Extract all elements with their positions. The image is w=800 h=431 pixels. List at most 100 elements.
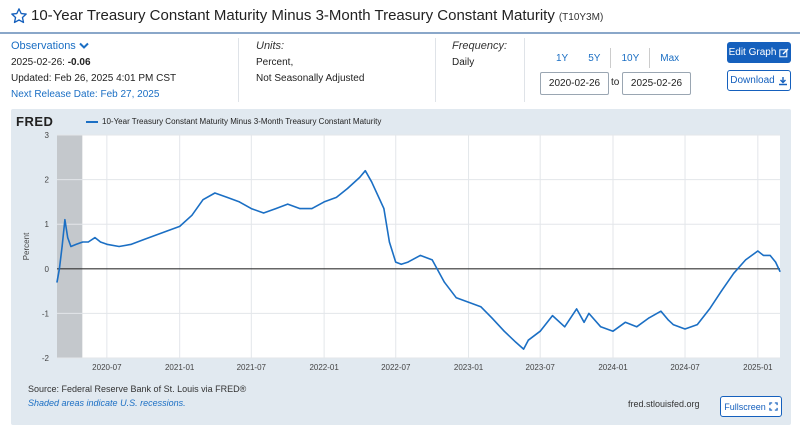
date-range-buttons: 1Y 5Y 10Y Max <box>546 48 689 68</box>
recession-note: Shaded areas indicate U.S. recessions. <box>28 398 186 408</box>
data-point <box>551 315 554 317</box>
page-header: 10-Year Treasury Constant Maturity Minus… <box>0 0 800 34</box>
download-button[interactable]: Download <box>727 70 791 91</box>
range-1y-button[interactable]: 1Y <box>556 52 569 64</box>
range-10y-button[interactable]: 10Y <box>621 52 640 64</box>
x-tick-label: 2023-01 <box>454 363 484 372</box>
data-point <box>757 250 759 252</box>
frequency-value: Daily <box>452 57 475 68</box>
y-tick-label: 1 <box>45 220 50 229</box>
data-point <box>779 270 781 273</box>
fullscreen-label: Fullscreen <box>724 401 766 412</box>
data-point <box>323 201 325 203</box>
data-point <box>191 214 193 216</box>
data-point <box>762 254 764 257</box>
data-point <box>299 207 301 210</box>
data-point <box>64 219 66 221</box>
y-axis-label: Percent <box>22 232 31 260</box>
start-date-input[interactable]: 2020-02-26 <box>540 72 609 95</box>
divider <box>238 38 239 102</box>
data-point <box>600 326 602 328</box>
data-point <box>708 308 711 310</box>
legend-label: 10-Year Treasury Constant Maturity Minus… <box>102 117 382 126</box>
x-tick-label: 2022-07 <box>381 363 411 372</box>
data-point <box>202 199 204 201</box>
data-point <box>467 301 470 303</box>
data-point <box>588 312 590 314</box>
page-title: 10-Year Treasury Constant Maturity Minus… <box>31 7 603 24</box>
data-point <box>166 230 169 232</box>
x-tick-label: 2021-07 <box>237 363 267 372</box>
data-point <box>61 245 63 248</box>
fullscreen-button[interactable]: Fullscreen <box>720 396 782 417</box>
data-point <box>696 323 698 326</box>
data-point <box>667 319 670 321</box>
data-point <box>226 196 228 199</box>
data-point <box>118 245 120 248</box>
data-point <box>238 201 241 203</box>
data-point <box>583 321 585 323</box>
line-chart[interactable]: -2 -1 0 1 2 3 2020-07 2021-01 2021-07 2022-01 2022… <box>11 109 791 425</box>
data-point <box>769 254 771 257</box>
x-tick-label: 2025-01 <box>743 363 773 372</box>
series-meta: Observations 2025-02-26: -0.06 Updated: … <box>0 36 800 106</box>
divider <box>610 48 612 68</box>
chart-panel: -2 -1 0 1 2 3 2020-07 2021-01 2021-07 2022-01 2022… <box>11 109 791 425</box>
data-point <box>214 192 216 194</box>
data-point <box>87 241 89 243</box>
data-point <box>311 207 313 210</box>
range-max-button[interactable]: Max <box>660 52 680 64</box>
data-point <box>744 259 747 261</box>
data-point <box>106 243 108 245</box>
range-5y-button[interactable]: 5Y <box>588 52 601 64</box>
data-point <box>75 243 77 245</box>
divider <box>524 38 525 102</box>
data-point <box>94 236 96 239</box>
data-point <box>383 207 385 210</box>
recession-band <box>57 135 83 358</box>
data-point <box>335 196 337 199</box>
data-point <box>58 268 60 270</box>
source-note: Source: Federal Reserve Bank of St. Loui… <box>28 384 247 394</box>
data-point <box>275 207 277 210</box>
data-point <box>733 272 735 274</box>
download-label: Download <box>730 75 775 86</box>
star-outline-icon[interactable] <box>10 7 28 25</box>
data-point <box>388 241 391 243</box>
data-point <box>395 261 397 263</box>
observations-label: Observations <box>11 40 76 52</box>
edit-graph-label: Edit Graph <box>728 47 777 58</box>
frequency-block: Frequency: Daily <box>452 40 532 68</box>
data-point <box>371 181 373 183</box>
data-point <box>720 290 723 292</box>
latest-observation: 2025-02-26: -0.06 <box>11 57 236 68</box>
chart-legend: 10-Year Treasury Constant Maturity Minus… <box>86 117 381 126</box>
data-point <box>515 341 517 343</box>
y-tick-label: -1 <box>42 309 50 318</box>
data-point <box>419 254 421 257</box>
observations-dropdown[interactable]: Observations <box>11 40 236 52</box>
x-tick-label: 2023-07 <box>526 363 556 372</box>
series-id: (T10Y3M) <box>558 12 604 23</box>
data-point <box>262 212 265 214</box>
series-title: 10-Year Treasury Constant Maturity Minus… <box>31 7 555 24</box>
data-point <box>527 339 529 341</box>
fred-site-link[interactable]: fred.stlouisfed.org <box>628 399 700 409</box>
next-release-link[interactable]: Next Release Date: Feb 27, 2025 <box>11 89 160 100</box>
data-point <box>443 281 446 283</box>
data-point <box>179 225 181 228</box>
data-point <box>503 330 505 332</box>
data-point <box>648 317 650 319</box>
data-point <box>346 187 349 190</box>
x-tick-label: 2020-07 <box>92 363 122 372</box>
edit-graph-button[interactable]: Edit Graph <box>727 42 791 63</box>
edit-icon <box>779 48 789 57</box>
data-point <box>575 308 578 310</box>
end-date-input[interactable]: 2025-02-26 <box>622 72 691 95</box>
data-point <box>56 281 58 283</box>
units-label: Units: <box>256 40 285 52</box>
frequency-label: Frequency: <box>452 40 508 52</box>
data-point <box>660 310 662 312</box>
x-tick-label: 2024-07 <box>670 363 700 372</box>
observations-block: Observations 2025-02-26: -0.06 Updated: … <box>11 40 236 100</box>
